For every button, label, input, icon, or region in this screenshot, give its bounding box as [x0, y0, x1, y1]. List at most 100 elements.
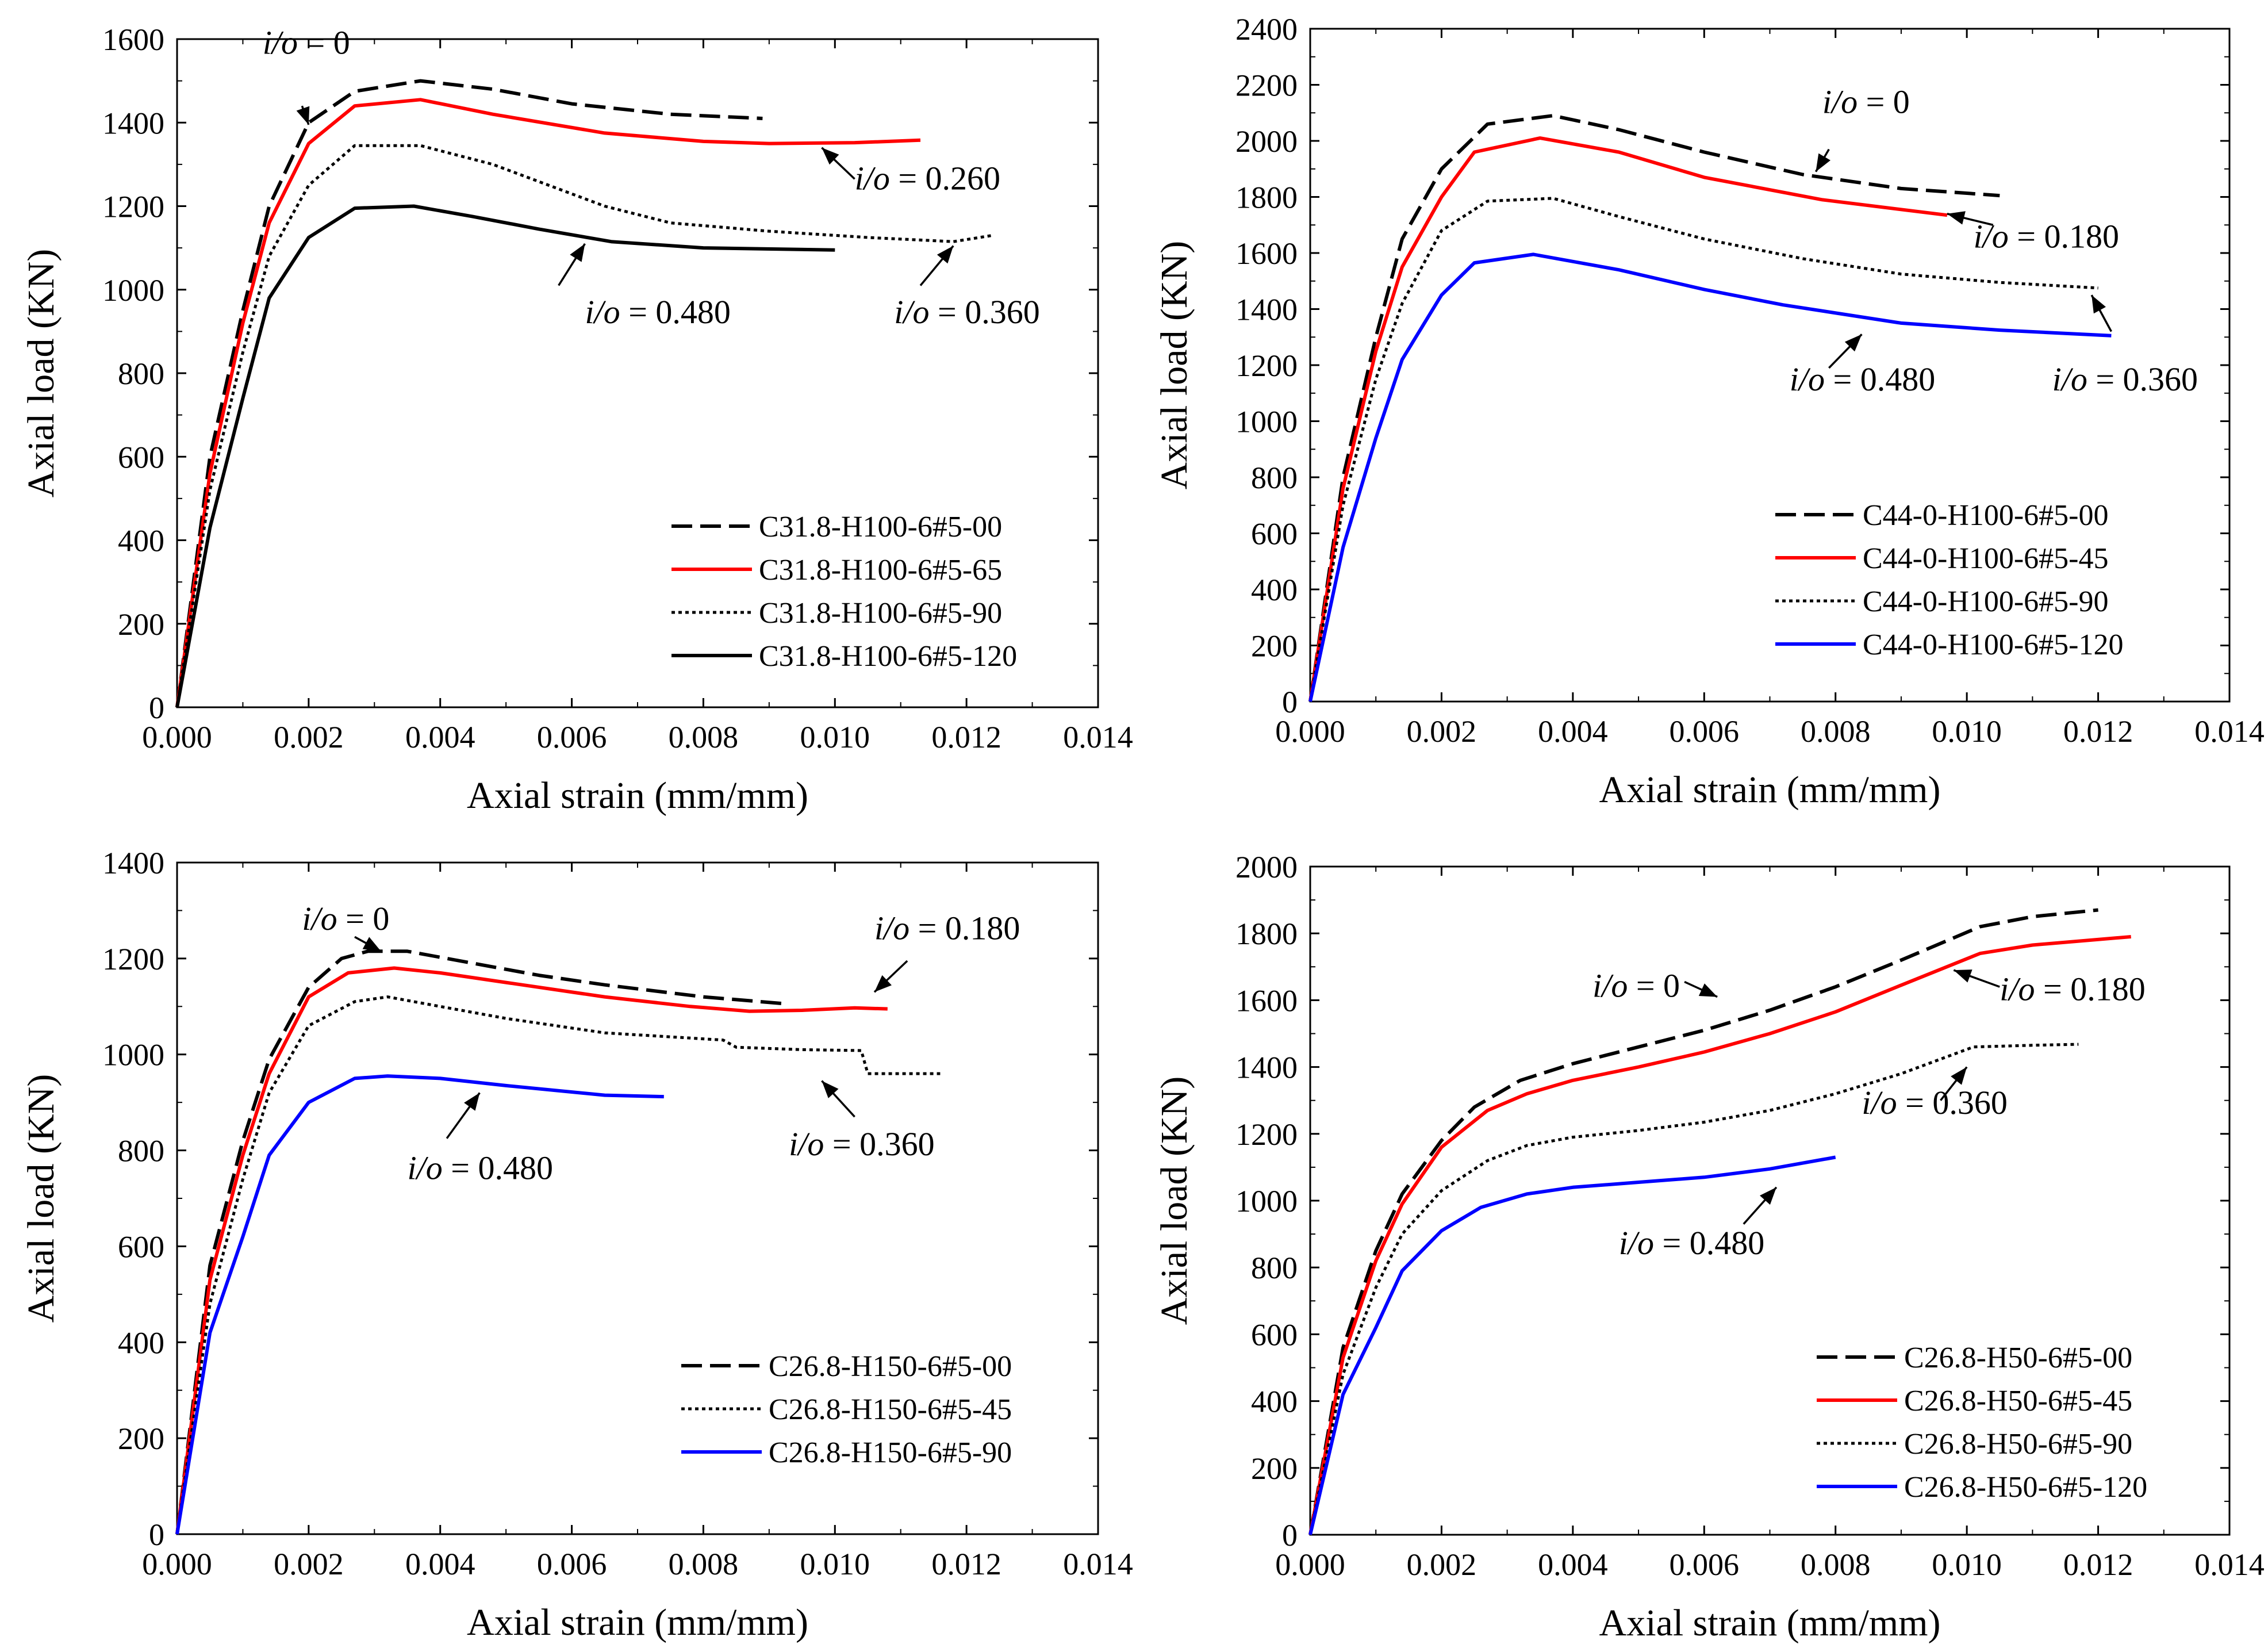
y-axis-title: Axial load (KN) [1153, 241, 1195, 490]
y-tick-label: 2200 [1235, 68, 1298, 103]
y-tick-label: 800 [118, 357, 164, 391]
annotation-label-2: i/o = 0.480 [585, 293, 730, 331]
y-tick-label: 1400 [1235, 293, 1298, 327]
y-tick-label: 2000 [1235, 124, 1298, 159]
legend-label-3: C44-0-H100-6#5-120 [1863, 629, 2124, 661]
annotation-label-1: i/o = 0.180 [1974, 217, 2119, 255]
y-tick-label: 1600 [1235, 236, 1298, 271]
legend-label-2: C44-0-H100-6#5-90 [1863, 585, 2109, 618]
y-tick-label: 1400 [1235, 1051, 1298, 1085]
y-tick-label: 200 [118, 1421, 164, 1456]
y-tick-label: 1600 [1235, 983, 1298, 1018]
y-tick-label: 0 [149, 691, 164, 725]
x-tick-label: 0.012 [2063, 1547, 2133, 1582]
x-tick-label: 0.006 [537, 1547, 607, 1581]
annotation-label-1: i/o = 0.180 [2000, 970, 2145, 1007]
x-tick-label: 0.004 [405, 720, 475, 754]
x-tick-label: 0.010 [800, 1547, 870, 1581]
x-tick-label: 0.010 [1932, 1547, 2002, 1582]
legend-label-0: C31.8-H100-6#5-00 [759, 511, 1002, 543]
y-tick-label: 400 [1251, 1385, 1298, 1419]
annotation-label-2: i/o = 0.360 [1862, 1084, 2007, 1121]
y-tick-label: 2400 [1235, 12, 1298, 47]
y-tick-label: 1400 [102, 846, 164, 880]
y-tick-label: 600 [118, 1229, 164, 1264]
x-axis-title: Axial strain (mm/mm) [1599, 769, 1941, 811]
y-tick-label: 1800 [1235, 917, 1298, 951]
annotation-label-0: i/o = 0 [1592, 967, 1680, 1005]
legend-label-1: C31.8-H100-6#5-65 [759, 554, 1002, 587]
x-tick-label: 0.002 [1407, 1547, 1477, 1582]
legend-label-2: C31.8-H100-6#5-90 [759, 597, 1002, 630]
y-tick-label: 200 [1251, 1451, 1298, 1486]
y-tick-label: 0 [149, 1517, 164, 1552]
y-tick-label: 800 [118, 1134, 164, 1168]
y-tick-label: 400 [1251, 573, 1298, 607]
y-tick-label: 200 [1251, 629, 1298, 664]
y-tick-label: 1000 [102, 273, 164, 308]
y-tick-label: 1800 [1235, 181, 1298, 215]
y-tick-label: 1000 [102, 1038, 164, 1072]
y-tick-label: 1200 [1235, 1117, 1298, 1152]
y-axis-title: Axial load (KN) [20, 1074, 62, 1323]
x-tick-label: 0.010 [800, 720, 870, 754]
x-tick-label: 0.012 [2063, 714, 2133, 749]
legend-label-3: C31.8-H100-6#5-120 [759, 640, 1017, 673]
legend-label-0: C26.8-H150-6#5-00 [769, 1350, 1012, 1383]
y-tick-label: 400 [118, 1325, 164, 1360]
y-tick-label: 0 [1282, 1518, 1298, 1553]
y-tick-label: 600 [1251, 1317, 1298, 1352]
annotation-label-1: i/o = 0.260 [855, 159, 1000, 197]
x-tick-label: 0.006 [1670, 1547, 1740, 1582]
x-axis-title: Axial strain (mm/mm) [467, 1601, 808, 1643]
x-tick-label: 0.008 [669, 720, 739, 754]
x-tick-label: 0.008 [1801, 714, 1871, 749]
x-tick-label: 0.010 [1932, 714, 2002, 749]
x-tick-label: 0.000 [142, 720, 212, 754]
annotation-label-3: i/o = 0.360 [2052, 361, 2198, 398]
x-tick-label: 0.008 [1801, 1547, 1871, 1582]
x-tick-label: 0.000 [1275, 714, 1345, 749]
y-tick-label: 600 [1251, 517, 1298, 551]
x-tick-label: 0.014 [2194, 714, 2265, 749]
x-tick-label: 0.014 [1063, 720, 1133, 754]
legend-label-2: C26.8-H50-6#5-90 [1904, 1428, 2132, 1461]
x-tick-label: 0.006 [1670, 714, 1740, 749]
x-axis-title: Axial strain (mm/mm) [1599, 1602, 1941, 1644]
y-tick-label: 1200 [102, 942, 164, 976]
y-tick-label: 400 [118, 524, 164, 558]
x-tick-label: 0.002 [274, 720, 344, 754]
y-tick-label: 1000 [1235, 405, 1298, 439]
x-tick-label: 0.004 [405, 1547, 475, 1581]
x-tick-label: 0.000 [1275, 1547, 1345, 1582]
legend-label-2: C26.8-H150-6#5-45 [769, 1393, 1012, 1426]
annotation-label-3: i/o = 0.480 [1619, 1224, 1764, 1262]
x-tick-label: 0.002 [274, 1547, 344, 1581]
x-tick-label: 0.002 [1407, 714, 1477, 749]
y-axis-title: Axial load (KN) [20, 249, 62, 498]
figure: 0.000 0.002 0.004 0.006 0.008 0.010 0.012 0.014… [0, 0, 2268, 1644]
x-tick-label: 0.012 [931, 1547, 1001, 1581]
annotation-label-0: i/o = 0 [302, 900, 389, 937]
legend-label-0: C26.8-H50-6#5-00 [1904, 1342, 2132, 1374]
x-tick-label: 0.006 [537, 720, 607, 754]
y-tick-label: 0 [1282, 685, 1298, 719]
legend-label-0: C44-0-H100-6#5-00 [1863, 499, 2109, 532]
y-tick-label: 1000 [1235, 1184, 1298, 1218]
x-tick-label: 0.008 [669, 1547, 739, 1581]
legend-label-3: C26.8-H50-6#5-120 [1904, 1471, 2147, 1504]
legend-label-3: C26.8-H150-6#5-90 [769, 1436, 1012, 1469]
y-tick-label: 2000 [1235, 850, 1298, 884]
legend-label-1: C44-0-H100-6#5-45 [1863, 542, 2109, 575]
annotation-label-0: i/o = 0 [1822, 83, 1910, 120]
x-tick-label: 0.014 [1063, 1547, 1133, 1581]
x-tick-label: 0.012 [931, 720, 1001, 754]
y-axis-title: Axial load (KN) [1153, 1076, 1195, 1325]
x-tick-label: 0.004 [1538, 714, 1608, 749]
y-tick-label: 200 [118, 607, 164, 642]
y-tick-label: 800 [1251, 461, 1298, 495]
x-axis-title: Axial strain (mm/mm) [467, 775, 808, 817]
y-tick-label: 1600 [102, 22, 164, 57]
annotation-label-2: i/o = 0.480 [1790, 361, 1935, 398]
y-tick-label: 1400 [102, 106, 164, 140]
